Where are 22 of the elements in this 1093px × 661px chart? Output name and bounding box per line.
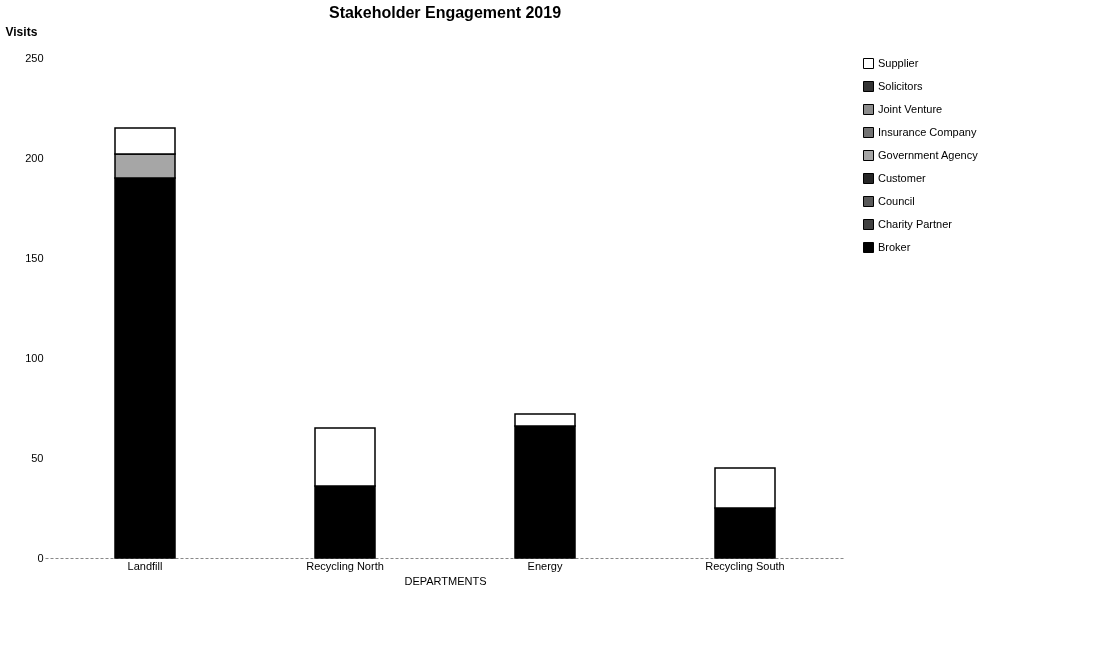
y-tick-label: 50 xyxy=(31,451,44,464)
chart-title: Stakeholder Engagement 2019 xyxy=(328,4,562,21)
y-tick-label: 100 xyxy=(25,351,44,364)
legend-label: Government Agency xyxy=(878,148,979,161)
y-tick-label: 150 xyxy=(25,251,44,264)
x-tick-label: Recycling North xyxy=(306,559,384,572)
y-tick-label: 250 xyxy=(25,51,44,64)
legend-label: Broker xyxy=(878,240,911,253)
x-tick-label: Landfill xyxy=(127,559,163,572)
legend-label: Charity Partner xyxy=(878,217,953,230)
legend-label: Joint Venture xyxy=(878,102,943,115)
legend-label: Solicitors xyxy=(878,79,924,92)
legend-label: Supplier xyxy=(878,56,919,69)
legend-label: Customer xyxy=(878,171,927,184)
y-tick-label: 200 xyxy=(25,151,44,164)
x-axis-title: DEPARTMENTS xyxy=(404,574,487,587)
x-tick-label: Energy xyxy=(527,559,563,572)
legend-label: Council xyxy=(878,194,915,207)
y-tick-label: 0 xyxy=(37,551,44,564)
y-axis-title: Visits xyxy=(5,24,38,39)
x-tick-label: Recycling South xyxy=(705,559,785,572)
legend-label: Insurance Company xyxy=(878,125,977,138)
